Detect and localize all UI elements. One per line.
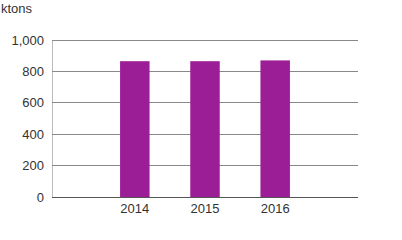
y-tick-label: 400 [22, 127, 44, 142]
x-tick: 2016 [261, 197, 290, 216]
grid-line [52, 40, 358, 41]
y-axis: 0 200 400 600 800 1,000 [11, 33, 52, 205]
y-tick-label: 600 [22, 95, 44, 110]
y-tick: 0 [37, 190, 52, 205]
y-tick: 1,000 [11, 33, 52, 48]
x-tick-label: 2016 [261, 201, 290, 216]
y-tick-label: 1,000 [11, 33, 44, 48]
y-tick: 200 [22, 158, 52, 173]
y-axis-line [52, 41, 53, 198]
x-axis: 2014 2015 2016 [120, 197, 289, 216]
chart: 0 200 400 600 800 1,000 2014 2015 2016 ktons [0, 0, 402, 240]
x-tick-label: 2015 [191, 201, 220, 216]
y-label: ktons [1, 1, 33, 16]
y-tick: 400 [22, 127, 52, 142]
y-tick-label: 800 [22, 64, 44, 79]
y-tick: 600 [22, 95, 52, 110]
grid-line [52, 197, 358, 198]
bars [120, 60, 290, 197]
plot: 0 200 400 600 800 1,000 2014 2015 2016 [11, 33, 358, 217]
y-tick-label: 200 [22, 158, 44, 173]
x-tick: 2015 [191, 197, 220, 216]
y-tick-label: 0 [37, 190, 44, 205]
x-tick-label: 2014 [120, 201, 149, 216]
y-tick: 800 [22, 64, 52, 79]
bar [190, 61, 219, 197]
bar [120, 61, 149, 197]
x-tick: 2014 [120, 197, 149, 216]
bar [260, 60, 289, 197]
